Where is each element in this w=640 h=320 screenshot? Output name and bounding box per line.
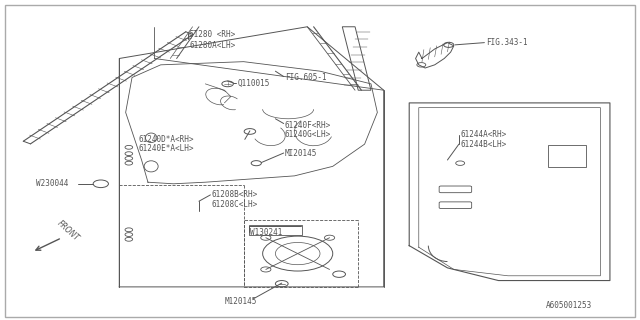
Text: MI20145: MI20145 (285, 149, 317, 158)
Text: 61244B<LH>: 61244B<LH> (460, 140, 506, 148)
Text: 61244A<RH>: 61244A<RH> (460, 130, 506, 139)
Text: FRONT: FRONT (56, 218, 81, 243)
Text: W230044: W230044 (36, 179, 69, 188)
Text: 61280 <RH>: 61280 <RH> (189, 30, 236, 39)
Text: 61240E*A<LH>: 61240E*A<LH> (138, 144, 194, 153)
Text: 61240G<LH>: 61240G<LH> (285, 130, 332, 139)
Text: 61208C<LH>: 61208C<LH> (212, 200, 258, 209)
Text: 61240F<RH>: 61240F<RH> (285, 121, 332, 130)
Text: Q110015: Q110015 (237, 79, 269, 88)
Text: FIG.343-1: FIG.343-1 (486, 38, 527, 47)
Text: W130241: W130241 (250, 228, 282, 237)
Text: A605001253: A605001253 (546, 301, 593, 310)
Text: FIG.605-1: FIG.605-1 (285, 73, 326, 82)
Text: 61208B<RH>: 61208B<RH> (212, 190, 258, 199)
Text: 61240D*A<RH>: 61240D*A<RH> (138, 135, 194, 144)
Text: 61280A<LH>: 61280A<LH> (189, 41, 236, 50)
Text: M120145: M120145 (225, 297, 257, 306)
